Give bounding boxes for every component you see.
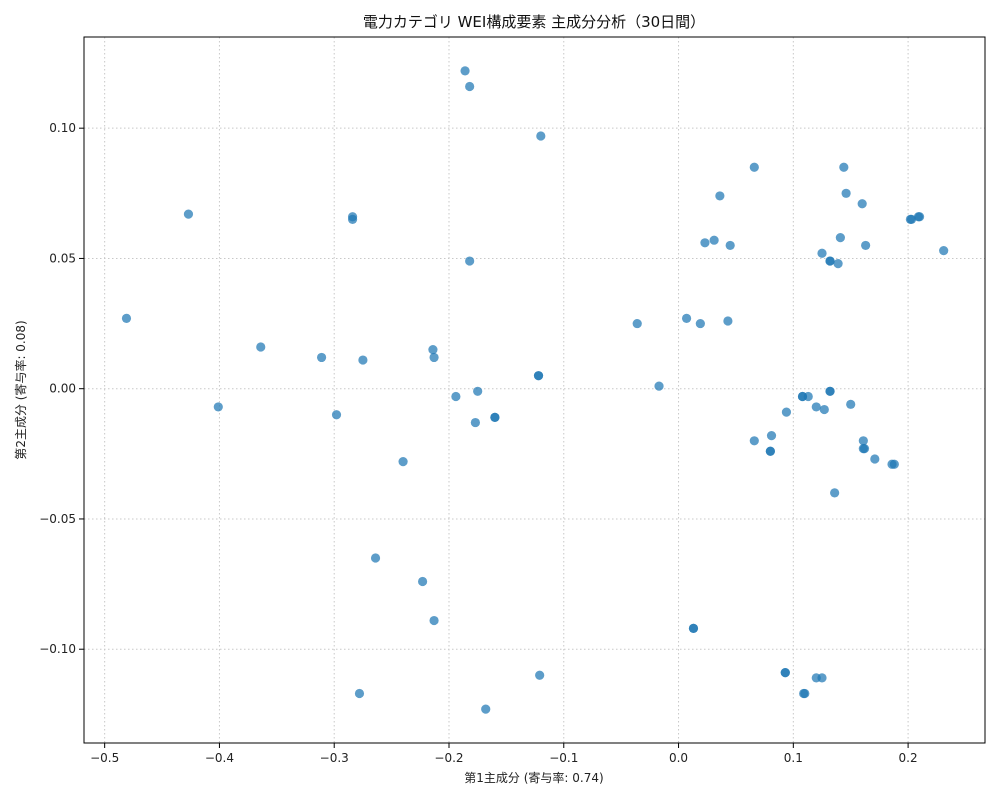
chart-title: 電力カテゴリ WEI構成要素 主成分分析（30日間） xyxy=(363,13,705,31)
data-point xyxy=(429,615,439,626)
data-point xyxy=(841,188,851,198)
data-point xyxy=(465,81,475,92)
data-point xyxy=(654,381,664,391)
data-point xyxy=(819,404,829,415)
x-tick-label: −0.3 xyxy=(320,751,349,765)
data-point xyxy=(331,410,342,420)
x-tick-label: −0.1 xyxy=(549,751,578,765)
data-point xyxy=(428,345,438,355)
data-point xyxy=(857,199,867,209)
data-point xyxy=(766,430,777,441)
data-point xyxy=(780,668,790,678)
data-point xyxy=(800,688,810,699)
data-point xyxy=(688,623,699,633)
data-point xyxy=(490,412,500,422)
data-point xyxy=(370,553,381,563)
grid-lines xyxy=(84,37,985,743)
data-point xyxy=(859,444,870,454)
x-tick-label: 0.2 xyxy=(899,751,918,765)
data-point xyxy=(681,313,692,323)
x-tick-label: −0.4 xyxy=(205,751,234,765)
data-point xyxy=(470,417,480,428)
x-tick-label: −0.2 xyxy=(434,751,463,765)
data-point xyxy=(861,240,871,251)
data-point xyxy=(846,399,856,409)
data-point xyxy=(765,446,775,456)
data-point xyxy=(316,352,327,363)
y-tick-label: 0.05 xyxy=(49,251,76,265)
data-point xyxy=(858,436,868,446)
data-point xyxy=(781,407,792,417)
data-point xyxy=(213,402,223,412)
data-point xyxy=(121,313,132,323)
data-point xyxy=(811,402,821,412)
data-point xyxy=(833,259,843,269)
data-point xyxy=(465,256,475,266)
data-point xyxy=(870,454,880,464)
data-point xyxy=(749,436,759,446)
data-point xyxy=(536,131,546,141)
data-point xyxy=(939,246,949,256)
y-tick-label: 0.10 xyxy=(49,121,76,135)
y-axis-label: 第2主成分 (寄与率: 0.08) xyxy=(13,320,28,459)
data-point xyxy=(533,371,544,381)
data-point xyxy=(429,352,439,363)
data-point xyxy=(451,391,461,402)
data-point xyxy=(817,248,827,258)
data-point xyxy=(825,386,835,396)
data-point xyxy=(347,214,358,224)
data-point xyxy=(803,391,813,402)
y-tick-label: 0.00 xyxy=(49,382,76,396)
data-point xyxy=(830,488,840,498)
data-point xyxy=(914,212,925,222)
data-point xyxy=(398,457,408,467)
x-tick-label: −0.5 xyxy=(90,751,119,765)
data-point xyxy=(535,670,545,680)
data-point xyxy=(825,256,835,266)
data-point xyxy=(709,235,719,245)
data-point xyxy=(715,191,725,201)
data-point xyxy=(460,66,470,76)
data-point xyxy=(839,162,849,172)
data-point xyxy=(358,355,368,365)
data-point xyxy=(695,318,705,329)
y-tick-label: −0.10 xyxy=(39,642,76,656)
data-point xyxy=(749,162,759,172)
data-point xyxy=(725,240,735,251)
x-axis-ticks: −0.5 −0.4 −0.3 −0.2 −0.1 0.0 0.1 0.2 xyxy=(90,743,918,765)
data-point xyxy=(817,673,827,683)
x-tick-label: 0.1 xyxy=(784,751,803,765)
x-tick-label: 0.0 xyxy=(669,751,688,765)
x-axis-label: 第1主成分 (寄与率: 0.74) xyxy=(464,770,603,785)
y-tick-label: −0.05 xyxy=(39,512,76,526)
y-axis-ticks: −0.10 −0.05 0.00 0.05 0.10 xyxy=(39,121,84,656)
data-point xyxy=(835,232,845,243)
data-point xyxy=(417,576,428,587)
plot-frame xyxy=(83,36,986,744)
data-point xyxy=(354,688,365,699)
data-point xyxy=(481,704,491,714)
data-point xyxy=(700,238,710,248)
data-points xyxy=(121,66,949,714)
data-point xyxy=(473,386,483,396)
data-point xyxy=(632,318,642,329)
data-point xyxy=(723,316,733,326)
data-point xyxy=(889,459,899,469)
data-point xyxy=(256,342,266,352)
data-point xyxy=(183,209,194,219)
